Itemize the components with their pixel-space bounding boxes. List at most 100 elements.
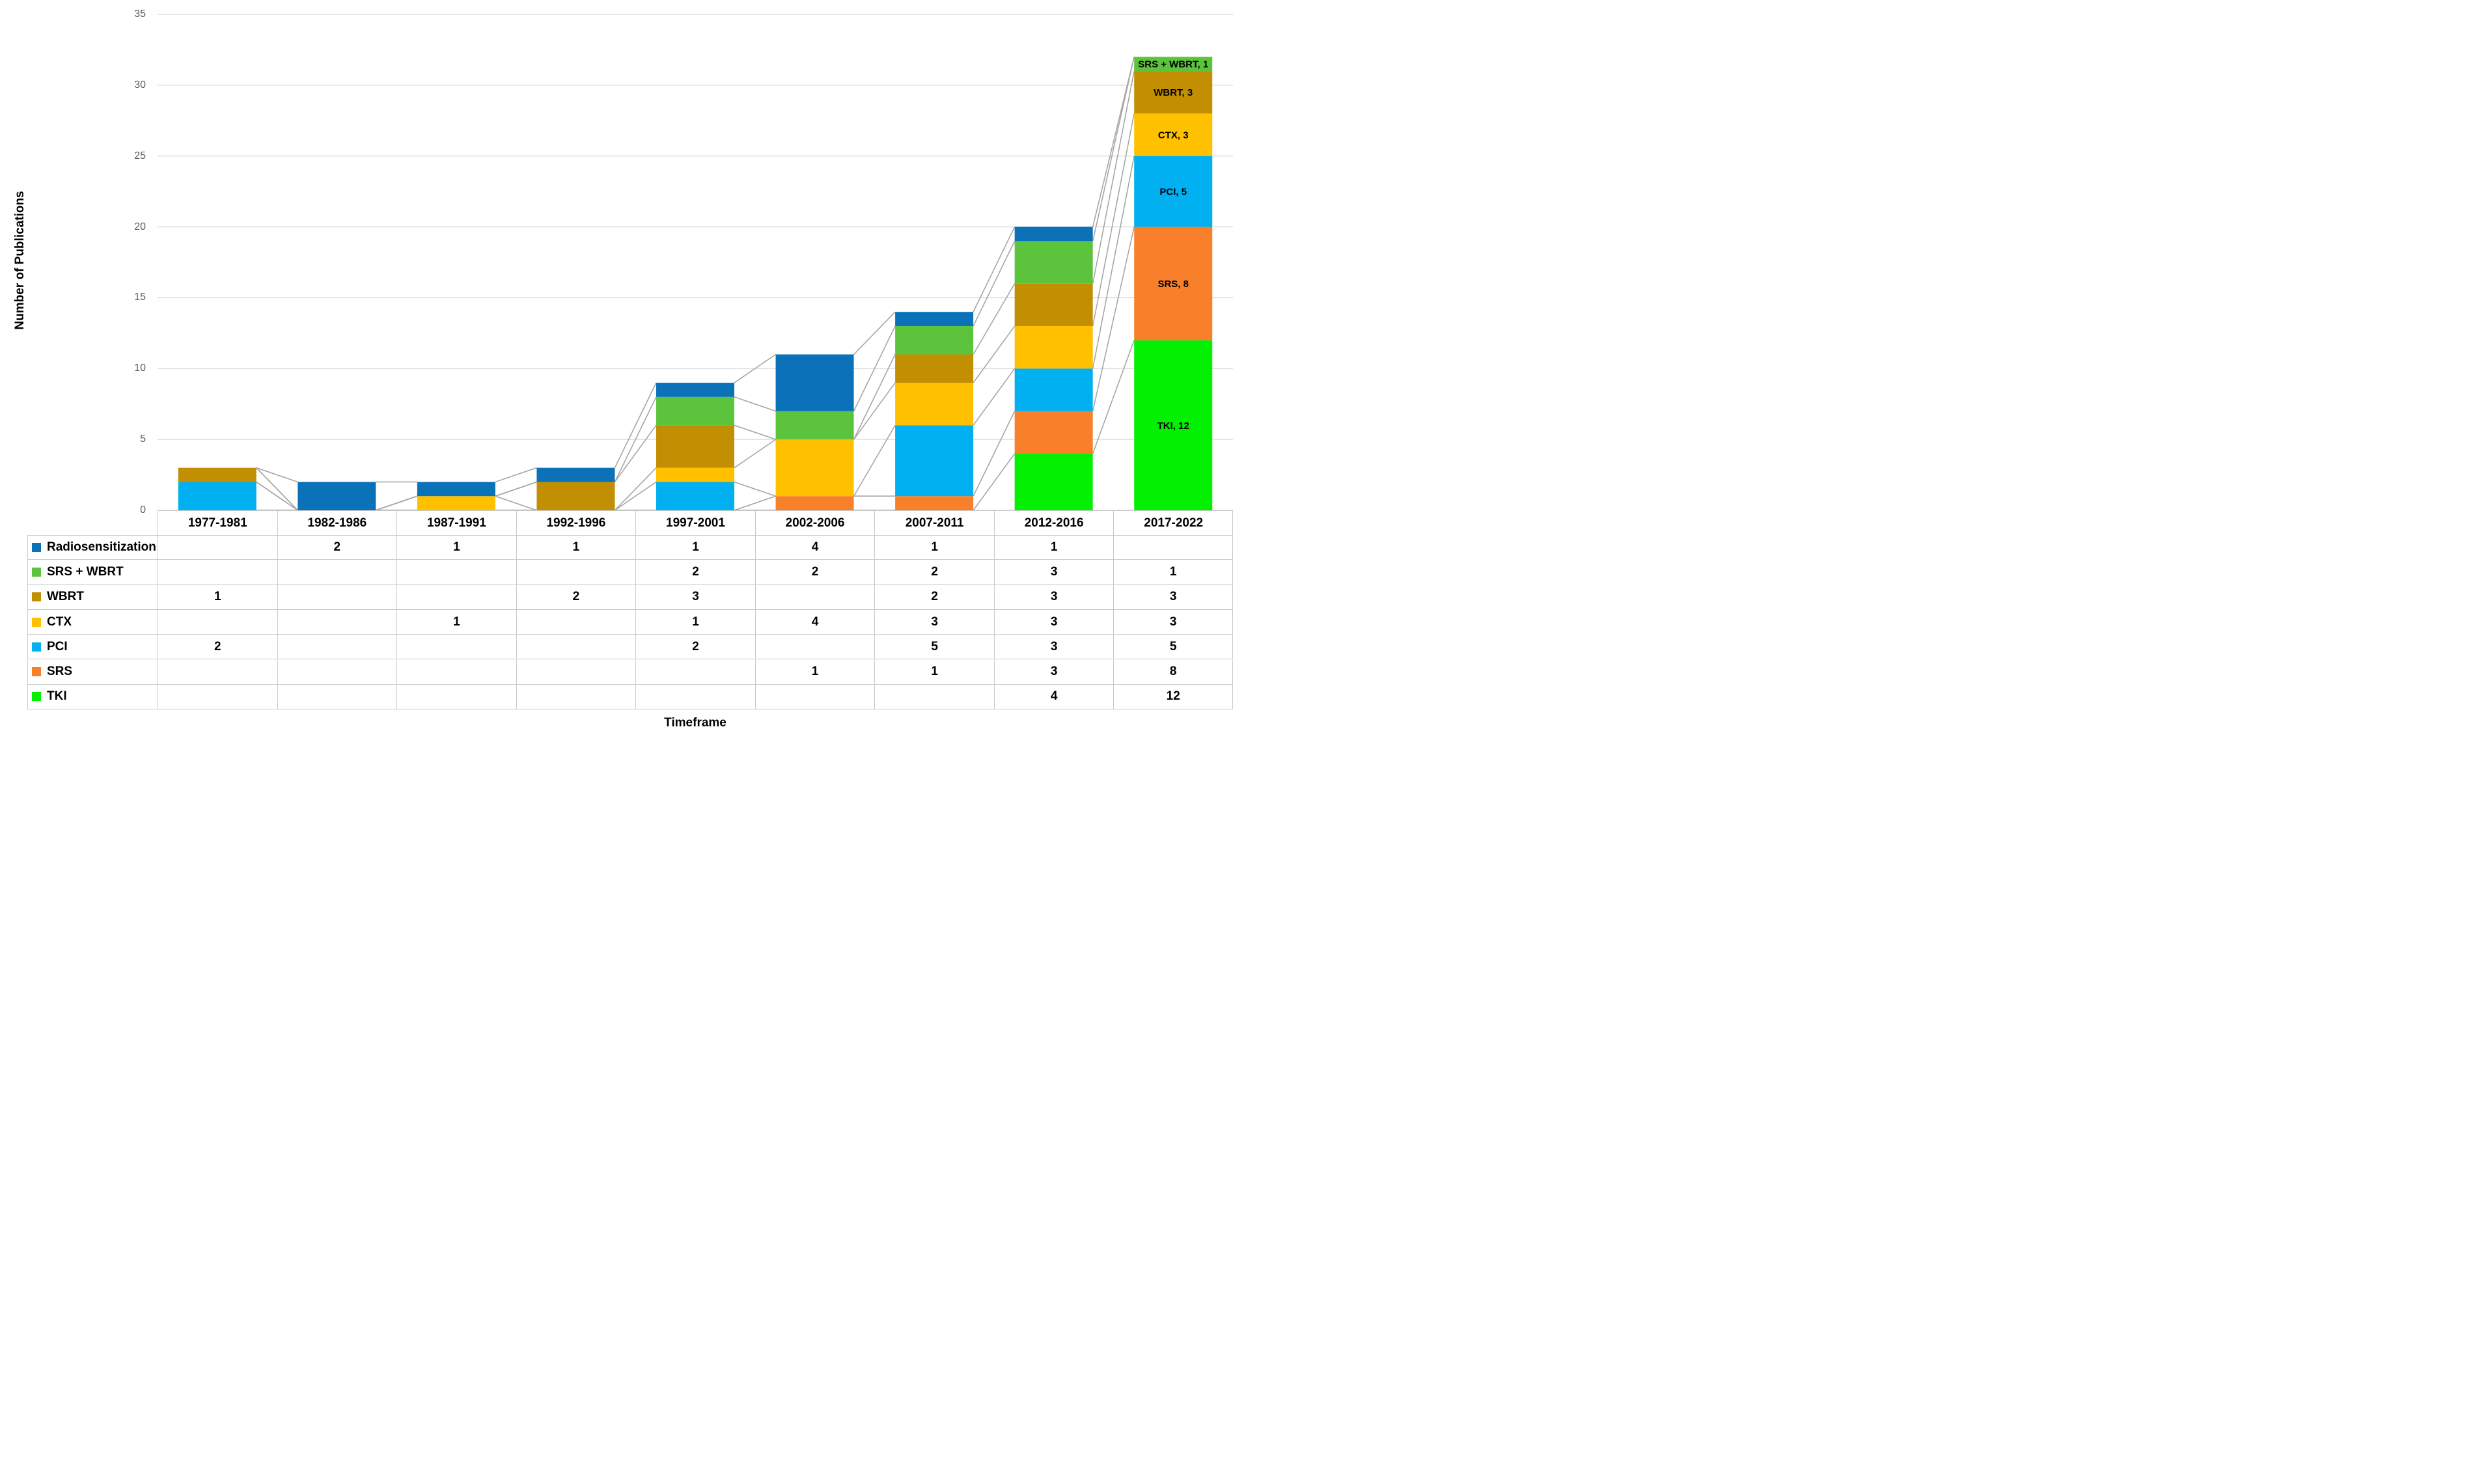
series-line [256,467,298,483]
series-name: CTX [47,614,72,629]
bar-data-label: CTX, 3 [1158,130,1189,141]
legend-swatch [32,667,41,677]
table-value-cell: 1 [874,659,994,685]
legend-swatch [32,592,41,602]
bar-segment [775,354,854,411]
table-value-cell [516,609,636,635]
series-line [973,227,1016,312]
legend-swatch [32,617,41,627]
y-tick-label: 0 [140,504,146,515]
series-line [853,354,896,440]
table-value-cell [754,584,875,610]
bar-segment [178,467,256,482]
series-line [1092,70,1135,284]
series-line [1092,340,1135,454]
table-value-cell: 2 [874,584,994,610]
bar-segment [1014,283,1093,326]
series-label-cell: SRS [27,659,158,685]
table-value-cell [277,684,397,710]
bar-segment [1014,411,1093,454]
series-line [614,396,657,482]
bar-segment [178,482,256,510]
table-value-cell: 4 [754,609,875,635]
series-line [495,481,537,497]
table-header-cell: 2017-2022 [1113,510,1233,535]
series-name: Radiosensitization [47,540,156,554]
table-value-cell: 2 [635,560,755,585]
series-line [376,495,418,511]
table-header-cell: 1977-1981 [158,510,277,535]
x-axis-title: Timeframe [664,716,726,730]
stacked-bar-chart: SRS + WBRT, 1 WBRT, 3 CTX, 3 PCI, 5 SRS, 8 TK… [158,14,1233,511]
series-name: SRS [47,665,73,679]
table-header-cell: 1982-1986 [277,510,397,535]
table-value-cell: 3 [1113,609,1233,635]
table-value-cell: 3 [993,609,1114,635]
series-line [256,467,298,511]
series-line [1092,156,1135,369]
table-value-cell: 4 [993,684,1114,710]
table-value-cell: 3 [1113,584,1233,610]
series-label-cell: Radiosensitization [27,535,158,560]
table-header-cell: 2012-2016 [993,510,1114,535]
bar-segment [656,383,734,397]
y-tick-label: 35 [134,8,146,20]
series-line [734,495,776,511]
series-line [973,325,1016,383]
series-line [853,311,896,355]
table-value-cell [158,535,277,560]
table-value-cell: 5 [1113,635,1233,660]
bar-segment [1134,227,1213,340]
table-value-cell [277,635,397,660]
bar-segment [775,439,854,497]
table-value-cell [158,684,277,710]
table-header-cell: 1997-2001 [635,510,755,535]
table-value-cell [516,684,636,710]
y-tick-label: 5 [140,433,146,445]
table-value-cell: 8 [1113,659,1233,685]
bar-segment [895,325,974,355]
table-header-cell: 1987-1991 [396,510,516,535]
table-value-cell: 1 [754,659,875,685]
table-value-cell: 1 [874,535,994,560]
bar-segment [536,467,615,482]
series-line [495,495,537,511]
bar-segment [656,482,734,510]
bar-segment [656,425,734,468]
y-tick-label: 10 [134,363,146,374]
legend-swatch [32,542,41,552]
series-line [734,439,777,469]
bar-segment [1014,227,1093,241]
bar-segment [1134,71,1213,114]
bar-segment [895,496,974,510]
bar-segment [895,383,974,426]
table-value-cell [396,584,516,610]
bar-segment [298,482,376,510]
bar-segment [895,425,974,497]
table-value-cell: 1 [516,535,636,560]
publications-chart-figure: Number of Publications SRS + WBRT, 1 WBRT… [0,0,1238,742]
series-line [495,467,537,483]
table-value-cell: 1 [635,609,755,635]
table-value-cell [277,609,397,635]
table-value-cell [277,659,397,685]
series-line [973,283,1016,355]
series-line [853,325,896,411]
series-label-cell: CTX [27,609,158,635]
bar-segment [1014,241,1093,284]
series-line [973,453,1016,511]
bar-data-label: WBRT, 3 [1154,87,1193,98]
table-value-cell: 1 [1113,560,1233,585]
legend-swatch [32,642,41,652]
series-line [973,240,1016,327]
table-value-cell: 3 [993,584,1114,610]
table-value-cell [754,684,875,710]
table-value-cell: 4 [754,535,875,560]
series-line [1092,57,1135,241]
bar-segment [1134,57,1213,72]
table-value-cell [874,684,994,710]
bar-segment [417,496,495,510]
bar-data-label: SRS, 8 [1157,279,1189,290]
bar-data-label: TKI, 12 [1157,420,1189,432]
table-value-cell [1113,535,1233,560]
